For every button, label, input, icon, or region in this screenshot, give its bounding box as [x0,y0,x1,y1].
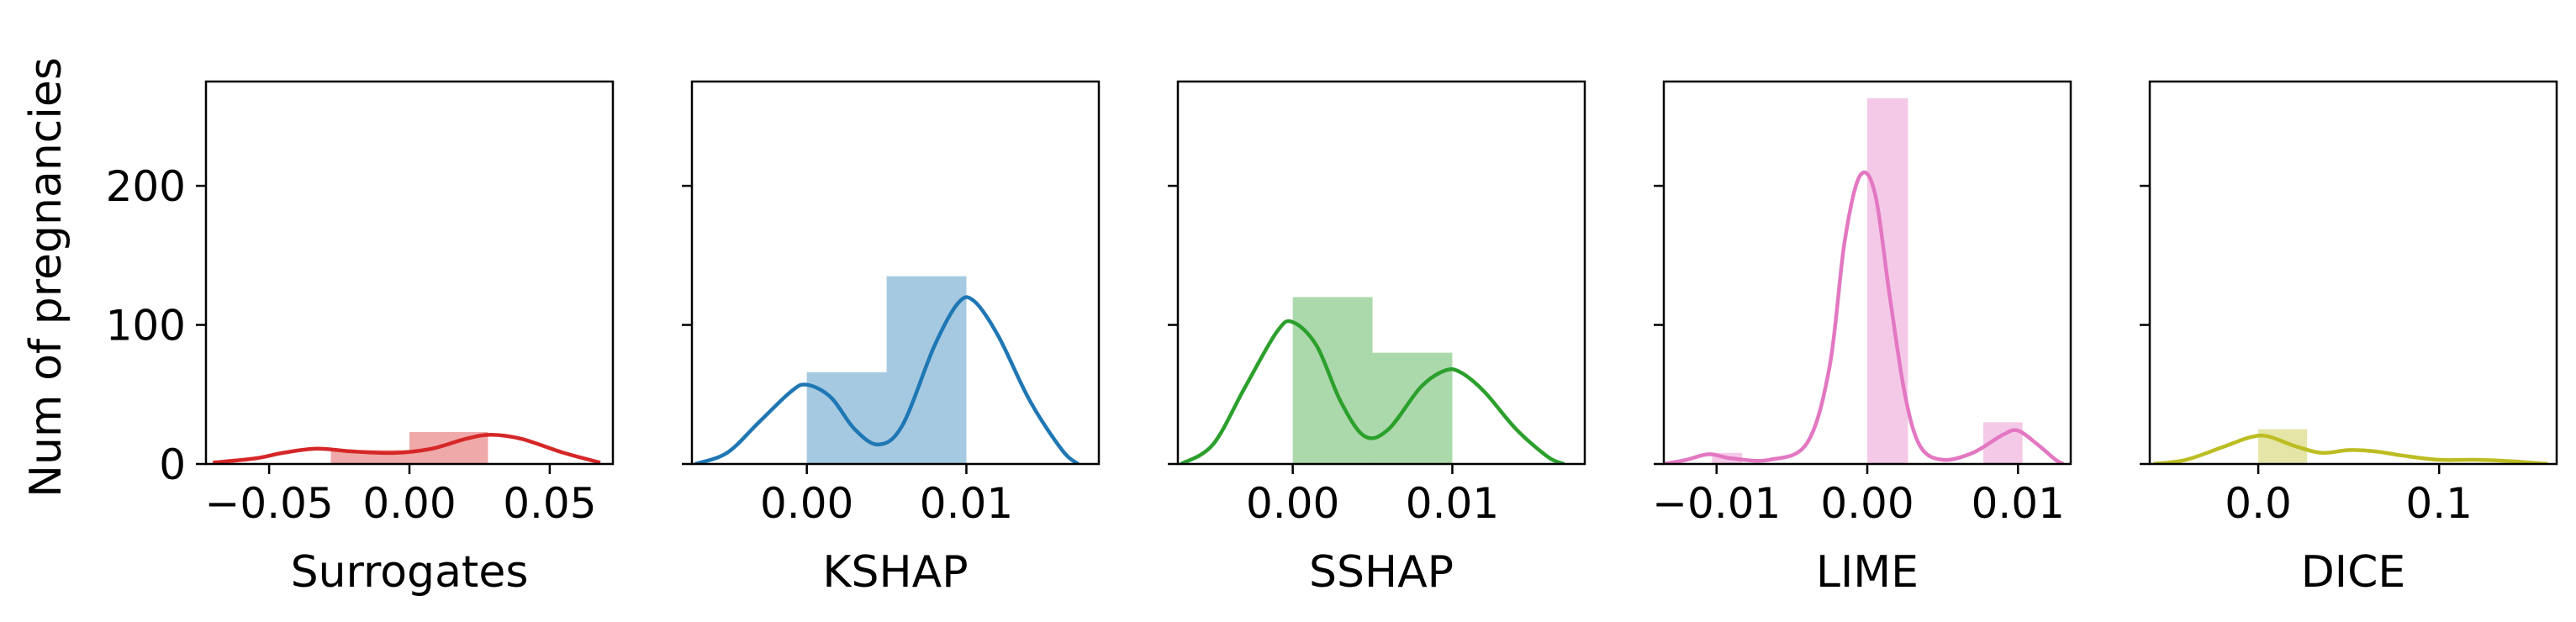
x-tick-label: 0.01 [920,479,1013,528]
x-tick-label: 0.01 [1972,479,2065,528]
histogram-bar [1372,352,1453,464]
panel-lime: −0.01 0.00 0.01 LIME [1652,80,2072,598]
x-tick-label: 0.0 [2225,479,2292,528]
y-tick-label: 0 [159,440,186,489]
x-tick-label: 0.1 [2405,479,2473,528]
y-axis-label: Num of pregnancies [21,57,71,498]
axes-frame [204,80,615,466]
panel-sshap: 0.00 0.01 SSHAP [1168,80,1586,598]
x-axis-label: Surrogates [291,547,529,598]
x-axis-label: DICE [2301,547,2406,598]
panel-kshap: 0.00 0.01 KSHAP [682,80,1101,598]
plot-area [694,276,1079,464]
x-tick-label: 0.01 [1406,479,1499,528]
y-tick-label: 200 [106,162,186,211]
axes-frame [1176,80,1586,466]
plot-area [2153,429,2548,464]
plot-area [213,431,601,464]
x-tick-label: 0.05 [503,479,596,528]
plot-area [1180,297,1565,464]
plot-area [1664,98,2065,464]
kde-line [1180,319,1565,464]
x-tick-label: 0.00 [362,479,456,528]
panel-surrogates: 0 100 200 −0.05 0.00 0.05 Surrogates [106,80,615,598]
x-tick-label: −0.01 [1652,479,1781,528]
kde-line [213,433,601,464]
x-tick-label: 0.00 [1820,479,1914,528]
x-tick-label: −0.05 [204,479,333,528]
kde-line [2153,433,2548,464]
x-tick-label: 0.00 [1246,479,1339,528]
y-tick-label: 100 [106,302,186,351]
x-axis-label: LIME [1816,547,1919,598]
x-axis-label: SSHAP [1309,547,1454,598]
x-tick-label: 0.00 [760,479,853,528]
kde-line [1664,170,2065,464]
axes-frame [2148,80,2558,466]
axes-frame [690,80,1101,466]
panel-dice: 0.0 0.1 DICE [2140,80,2558,598]
kde-line [694,295,1079,464]
x-axis-label: KSHAP [822,547,968,598]
